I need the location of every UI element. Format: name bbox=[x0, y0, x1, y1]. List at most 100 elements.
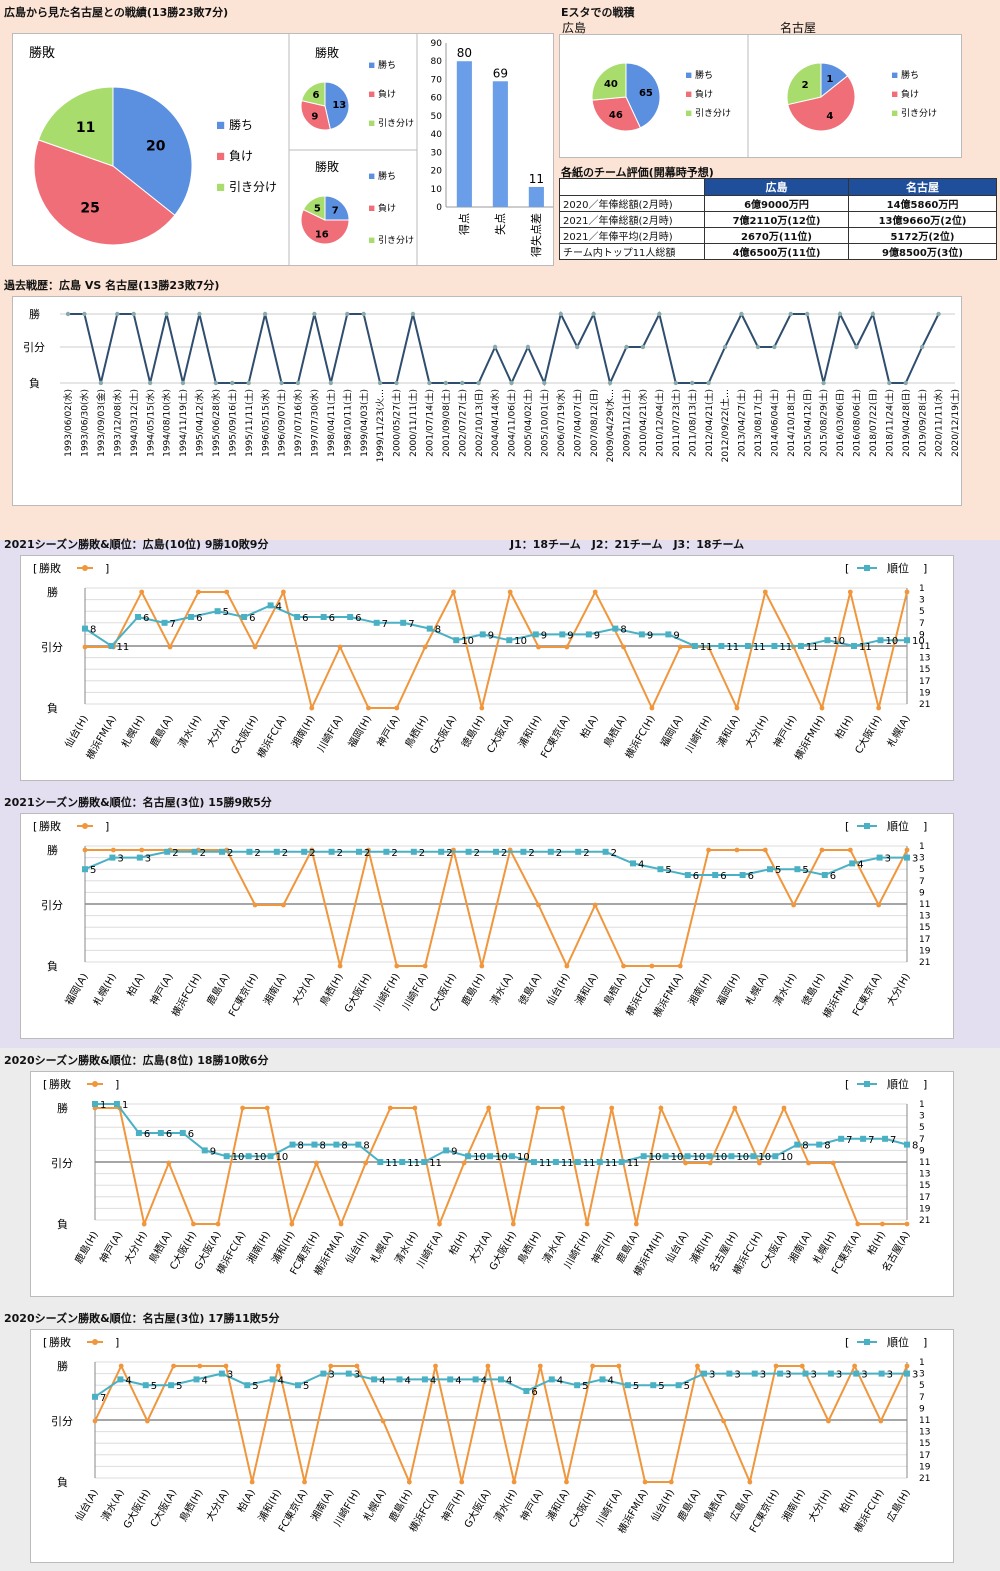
history-point bbox=[640, 344, 646, 350]
rank-point-label: 4 bbox=[430, 1375, 436, 1386]
rank-point-label: 11 bbox=[583, 1158, 596, 1169]
opponent-label: 柏(H) bbox=[832, 713, 856, 742]
rank-tick: 13 bbox=[919, 1170, 930, 1180]
result-line bbox=[85, 589, 908, 712]
pie-2-slice-label: 9 bbox=[311, 112, 318, 123]
table-row: 2020／年俸総額(2月時) 6億9000万円 14億5860万円 bbox=[559, 195, 997, 212]
rank-point bbox=[772, 1153, 779, 1160]
legend-rank-marker bbox=[864, 823, 870, 829]
history-point bbox=[427, 380, 432, 386]
rank-point bbox=[530, 1159, 537, 1165]
rank-point bbox=[136, 854, 143, 861]
rank-point-label: 11 bbox=[407, 1158, 420, 1169]
result-point bbox=[144, 1418, 150, 1424]
cell-hiroshima: 6億9000万円 bbox=[704, 195, 849, 212]
result-point bbox=[876, 705, 882, 711]
opponent-label: 清水(H) bbox=[770, 971, 799, 1008]
result-point bbox=[564, 963, 570, 969]
history-tick-label: 2001/07/14(土) bbox=[424, 389, 436, 457]
history-tick-label: 2004/04/14(水) bbox=[489, 389, 501, 457]
legend-result-label: 勝敗 bbox=[49, 1335, 71, 1349]
opponent-label: 広島(H) bbox=[884, 1487, 913, 1524]
history-point bbox=[591, 311, 596, 317]
rank-point-label: 4 bbox=[638, 859, 644, 870]
rank-point bbox=[726, 1370, 733, 1377]
bar-0 bbox=[456, 61, 472, 207]
rank-point-label: 9 bbox=[673, 630, 679, 641]
rank-point bbox=[396, 1376, 403, 1383]
rank-point-label: 7 bbox=[408, 619, 414, 630]
result-point bbox=[658, 1105, 664, 1111]
rank-point bbox=[520, 848, 527, 855]
rank-tick: 9 bbox=[919, 888, 925, 898]
opponent-label: 大分(H) bbox=[884, 971, 913, 1008]
opponent-label: 徳島(H) bbox=[459, 713, 488, 750]
cell-nagoya: 9億8500万(3位) bbox=[848, 243, 997, 260]
rank-point bbox=[400, 619, 407, 626]
rank-point-label: 2 bbox=[556, 848, 562, 859]
history-tick-label: 1995/11/11(土) bbox=[243, 389, 255, 457]
rank-point-label: 10 bbox=[758, 1152, 771, 1163]
rank-point bbox=[675, 1382, 682, 1389]
rank-point-label: 5 bbox=[223, 607, 229, 618]
legend-bracket-open: [ bbox=[43, 1078, 47, 1091]
y-label-win: 勝 bbox=[57, 1359, 68, 1373]
rank-tick: 17 bbox=[919, 1193, 930, 1203]
evaluation-table: 広島 名古屋 2020／年俸総額(2月時) 6億9000万円 14億5860万円 2… bbox=[559, 178, 997, 260]
rank-point bbox=[548, 1376, 555, 1383]
season-3-title: 2020シーズン勝敗&順位：名古屋(3位) 17勝11敗5分 bbox=[4, 1312, 280, 1325]
history-point bbox=[542, 380, 547, 386]
estadium-pie-2-slice-1 bbox=[787, 75, 856, 132]
rank-point-label: 3 bbox=[836, 1370, 842, 1381]
estadium-pie-2-legend-label: 負け bbox=[901, 88, 919, 100]
result-point bbox=[511, 1479, 517, 1485]
rank-point-label: 2 bbox=[501, 848, 507, 859]
legend-bracket-open: [ bbox=[845, 562, 849, 575]
bar-category-label: 失点 bbox=[494, 213, 507, 235]
pie-1-slice-2 bbox=[37, 86, 114, 167]
history-point bbox=[772, 344, 777, 350]
result-point bbox=[642, 1479, 648, 1485]
rank-point-label: 3 bbox=[912, 1370, 918, 1381]
rank-point bbox=[849, 860, 856, 867]
row-label: 2021／年俸平均(2月時) bbox=[559, 227, 705, 244]
result-point bbox=[683, 1160, 688, 1166]
history-tick-label: 1993/06/02(水) bbox=[62, 389, 74, 457]
result-point bbox=[756, 1160, 762, 1166]
result-point bbox=[732, 1105, 738, 1111]
rank-tick: 7 bbox=[919, 1393, 925, 1403]
bar-y-tick: 10 bbox=[431, 185, 443, 195]
history-tick-label: 2006/07/19(水) bbox=[555, 389, 567, 457]
history-point bbox=[82, 311, 87, 317]
estadium-hiroshima-label: 広島 bbox=[562, 21, 587, 35]
rank-point bbox=[135, 614, 142, 620]
rank-point-label: 3 bbox=[117, 854, 123, 865]
rank-tick: 9 bbox=[919, 1146, 925, 1156]
rank-point-label: 2 bbox=[528, 848, 534, 859]
rank-point-label: 11 bbox=[605, 1158, 618, 1169]
rank-point bbox=[816, 1141, 823, 1148]
legend-rank-label: 順位 bbox=[887, 1335, 909, 1349]
rank-point bbox=[547, 848, 554, 855]
estadium-pie-1-slice-0 bbox=[625, 62, 661, 129]
estadium-pie-2-slice-label: 1 bbox=[826, 74, 833, 85]
rank-point-label: 11 bbox=[117, 642, 130, 653]
opponent-label: 神戸(H) bbox=[438, 1487, 467, 1524]
rank-point-label: 4 bbox=[857, 859, 863, 870]
rank-point-label: 3 bbox=[227, 1370, 233, 1381]
history-point bbox=[607, 380, 613, 386]
result-point bbox=[337, 963, 343, 969]
opponent-label: 川崎F(A) bbox=[314, 713, 346, 755]
y-label-win: 勝 bbox=[47, 843, 58, 857]
rank-point bbox=[188, 614, 195, 620]
result-point bbox=[118, 1363, 124, 1369]
rank-point bbox=[421, 1159, 428, 1165]
rank-point bbox=[246, 848, 253, 855]
rank-tick: 1 bbox=[919, 584, 925, 594]
legend-result-marker bbox=[92, 1081, 98, 1087]
rank-point-label: 5 bbox=[582, 1381, 588, 1392]
rank-point bbox=[295, 1382, 301, 1389]
rank-point bbox=[794, 866, 801, 873]
